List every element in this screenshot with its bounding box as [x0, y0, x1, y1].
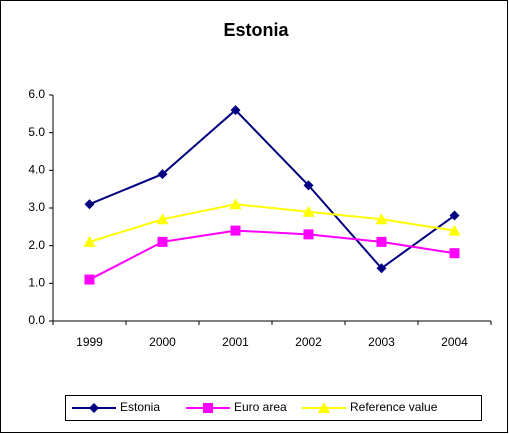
- series-line: [89, 229, 455, 281]
- y-tick-label: 5.0: [28, 125, 45, 139]
- marker: [230, 105, 241, 116]
- y-tick-label: 1.0: [28, 276, 45, 290]
- series-line: [89, 203, 455, 243]
- x-tick-label: 2001: [222, 335, 249, 349]
- marker: [157, 236, 168, 247]
- marker: [376, 236, 387, 247]
- series-line: [89, 108, 456, 270]
- y-tick-label: 3.0: [28, 200, 45, 214]
- chart-title: Estonia: [223, 20, 289, 40]
- legend-label: Reference value: [350, 400, 438, 414]
- marker: [375, 213, 388, 225]
- marker: [84, 199, 95, 210]
- marker: [303, 229, 314, 240]
- marker: [203, 403, 213, 413]
- y-tick-label: 4.0: [28, 163, 45, 177]
- legend-label: Euro area: [234, 400, 287, 414]
- marker: [84, 274, 95, 285]
- marker: [230, 225, 241, 236]
- y-tick-label: 0.0: [28, 313, 45, 327]
- marker: [303, 180, 314, 191]
- x-tick-label: 2000: [149, 335, 176, 349]
- x-tick-label: 2003: [368, 335, 395, 349]
- marker: [376, 263, 387, 274]
- y-tick-label: 2.0: [28, 238, 45, 252]
- x-tick-label: 2004: [441, 335, 468, 349]
- marker: [449, 210, 460, 221]
- marker: [229, 198, 242, 210]
- legend: [65, 395, 482, 421]
- marker: [156, 213, 169, 225]
- marker: [157, 169, 168, 180]
- marker: [318, 402, 330, 413]
- legend-label: Estonia: [120, 400, 160, 414]
- marker: [302, 205, 315, 217]
- marker: [83, 235, 96, 247]
- x-tick-label: 1999: [76, 335, 103, 349]
- marker: [449, 248, 460, 259]
- marker: [448, 224, 461, 236]
- x-tick-label: 2002: [295, 335, 322, 349]
- marker: [89, 403, 99, 413]
- y-tick-label: 6.0: [28, 87, 45, 101]
